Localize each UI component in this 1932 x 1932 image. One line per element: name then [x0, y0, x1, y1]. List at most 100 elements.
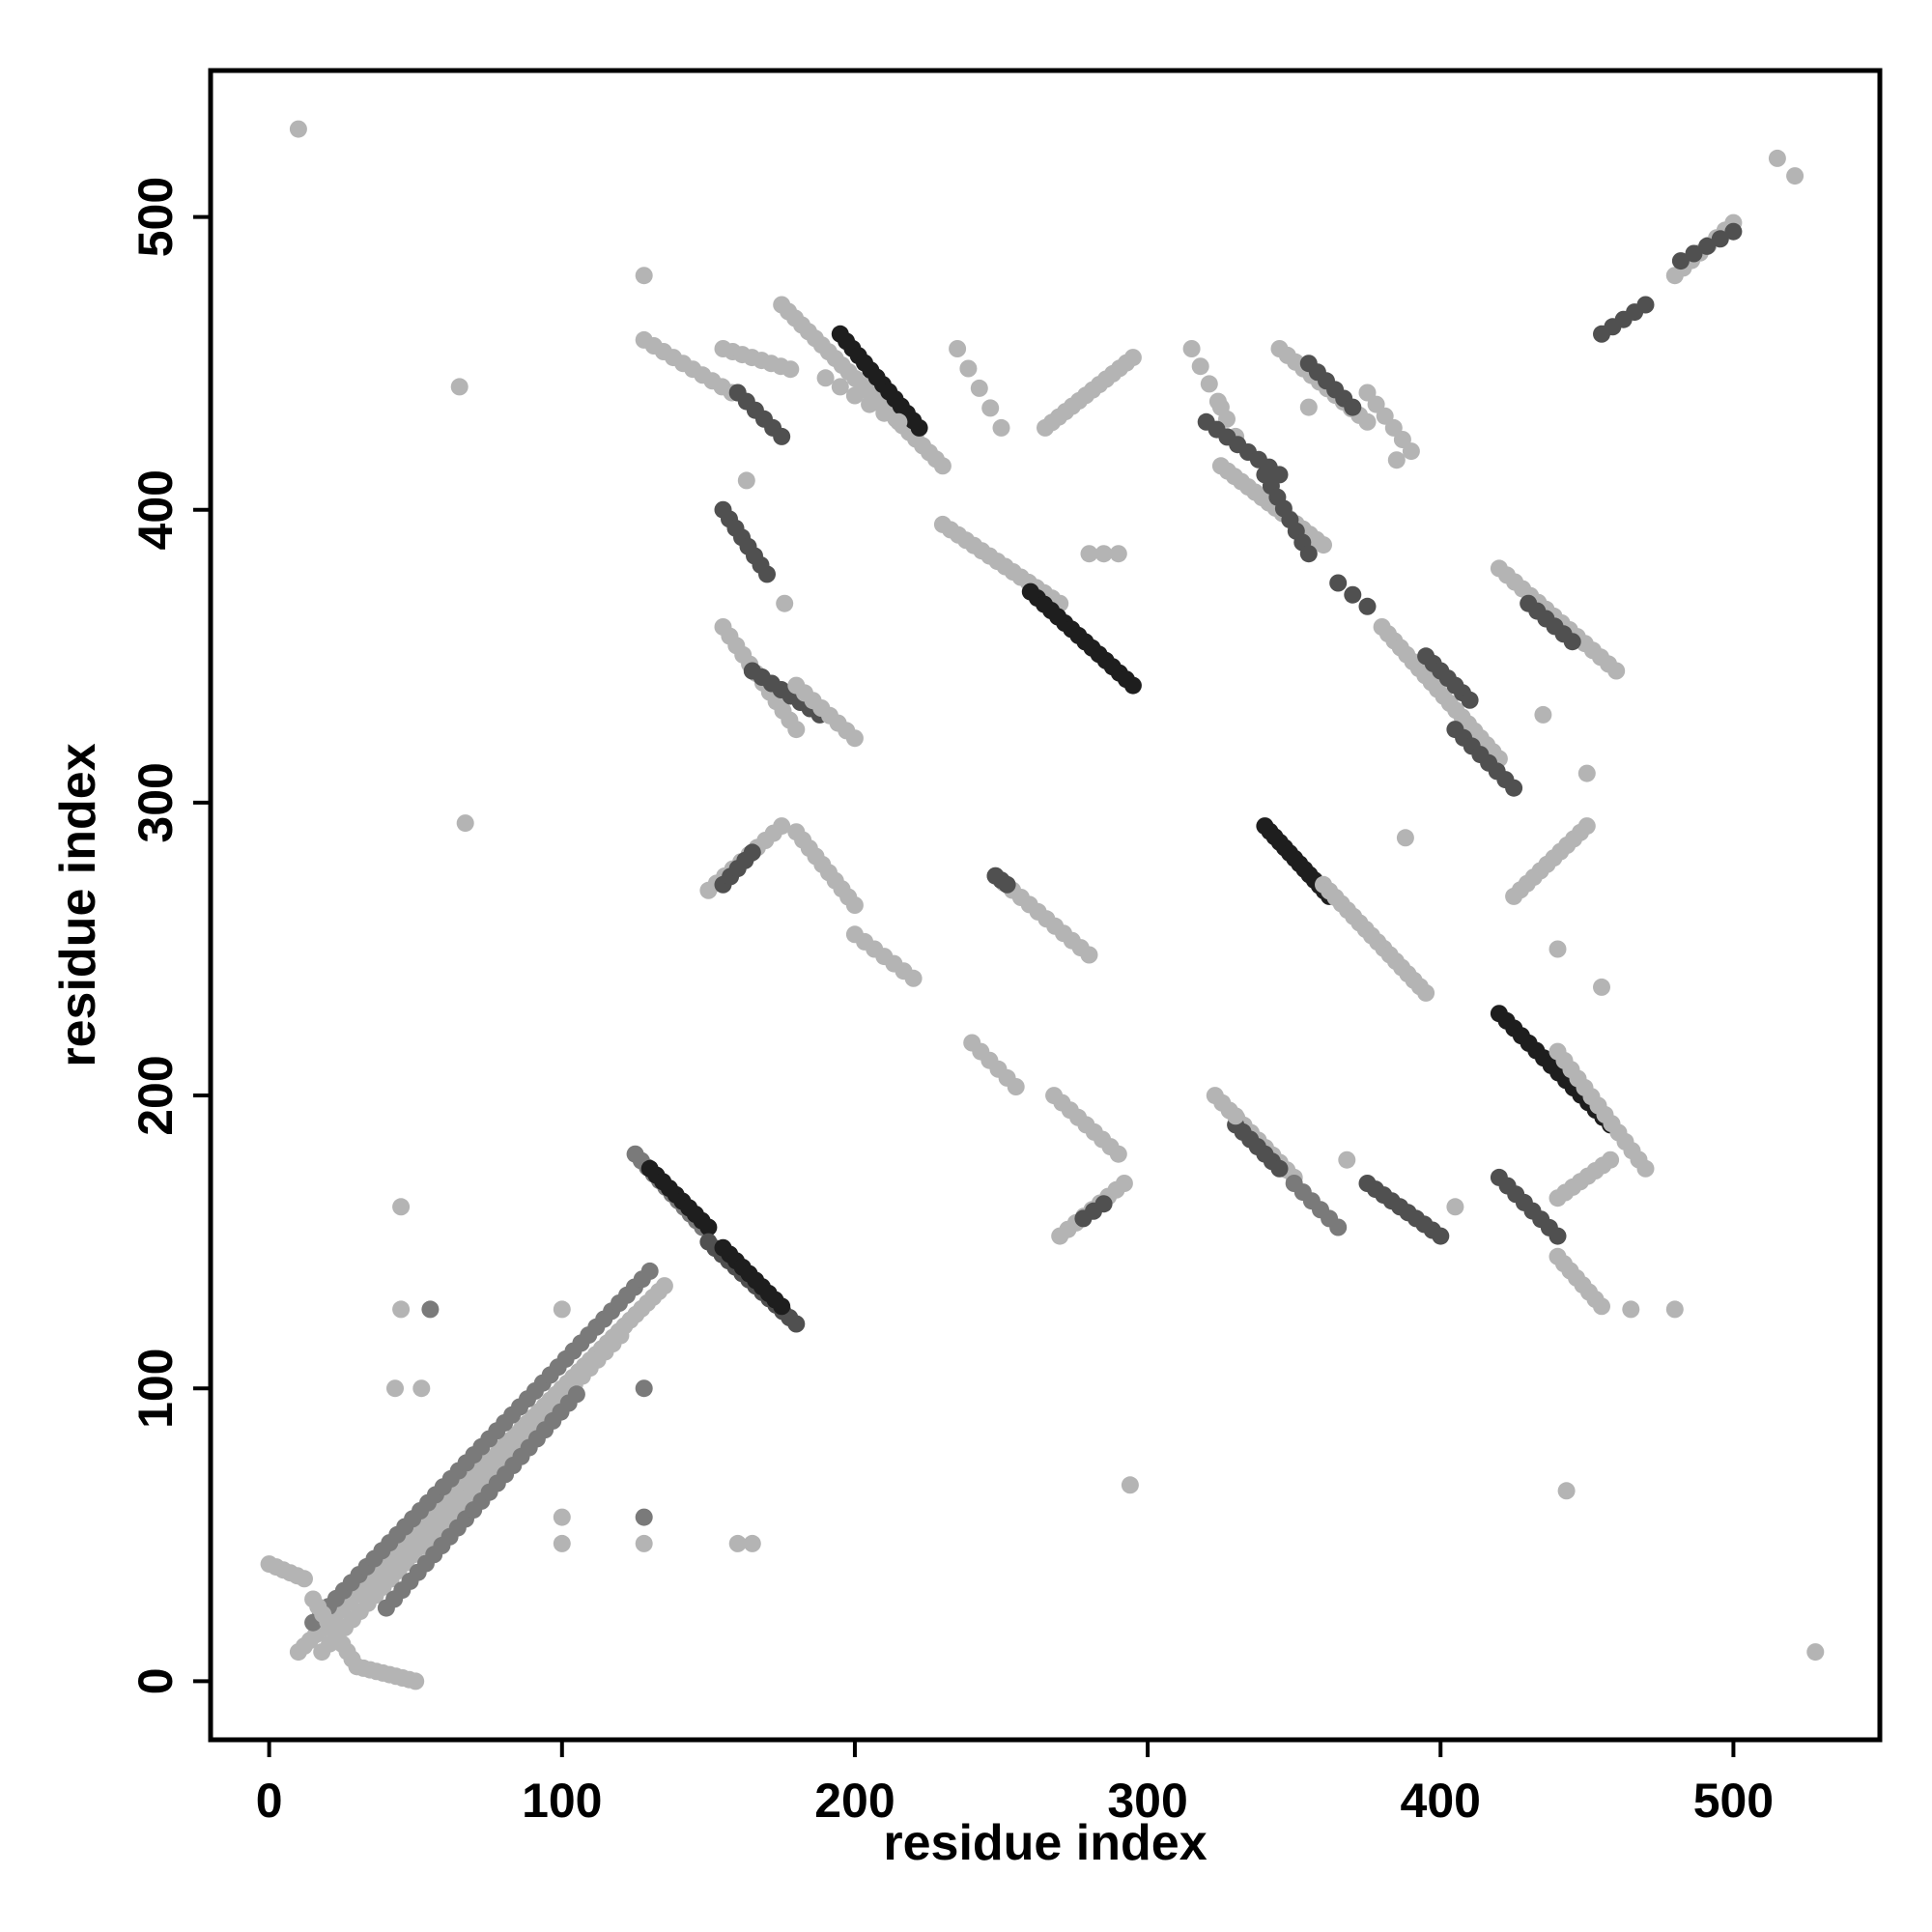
plot-frame — [208, 68, 1883, 1743]
x-tick-label: 500 — [1693, 1774, 1774, 1828]
contact-point — [998, 875, 1016, 894]
contact-point — [1227, 1107, 1245, 1125]
contact-point — [1080, 946, 1098, 964]
contact-point — [776, 594, 794, 612]
contact-point — [1094, 545, 1113, 563]
contact-point — [845, 896, 864, 914]
contact-point — [450, 378, 469, 396]
contact-point — [1636, 296, 1655, 314]
contact-point — [635, 267, 653, 285]
contact-point — [890, 412, 908, 431]
contact-point — [845, 386, 864, 405]
contact-point — [845, 729, 864, 748]
contact-point — [392, 1198, 411, 1216]
contact-point — [1396, 829, 1414, 847]
contact-point — [773, 427, 791, 445]
x-tick-label: 300 — [1107, 1774, 1187, 1828]
contact-point — [1344, 585, 1362, 604]
contact-point — [1299, 545, 1318, 563]
contact-point — [970, 379, 988, 397]
contact-point — [635, 1534, 653, 1552]
contact-point — [1299, 398, 1318, 416]
contact-point — [640, 1262, 659, 1280]
contact-point — [949, 340, 967, 357]
contact-point — [1270, 1159, 1289, 1178]
contact-point — [553, 1300, 571, 1319]
y-tick-label: 0 — [128, 1667, 183, 1694]
contact-point — [1607, 662, 1626, 680]
contact-point — [773, 817, 791, 836]
contact-point — [1094, 1195, 1113, 1213]
contact-point — [1711, 230, 1729, 248]
contact-point — [959, 359, 978, 378]
contact-point — [296, 1570, 313, 1588]
contact-point — [1387, 451, 1406, 469]
contact-point — [861, 395, 879, 413]
contact-point — [1329, 574, 1348, 592]
contact-point — [553, 1534, 571, 1552]
contact-point — [758, 565, 776, 583]
contact-point — [910, 418, 928, 437]
x-tick-label: 100 — [522, 1774, 602, 1828]
contact-point — [1115, 1175, 1133, 1192]
contact-point — [1007, 1078, 1025, 1095]
contact-point — [1358, 412, 1377, 431]
contact-point — [456, 814, 474, 833]
contact-point — [1768, 149, 1786, 167]
contact-point — [1563, 633, 1581, 651]
contact-point — [1724, 222, 1743, 241]
contact-point — [1417, 983, 1435, 1002]
contact-point — [1685, 244, 1703, 263]
contact-point — [611, 1326, 630, 1345]
contact-point — [392, 1300, 411, 1319]
y-tick-label: 200 — [128, 1055, 183, 1135]
contact-point — [1338, 1151, 1356, 1169]
contact-point — [1557, 1482, 1576, 1500]
contact-point — [1665, 1300, 1684, 1319]
contact-point — [1123, 676, 1142, 695]
contact-point — [773, 1297, 791, 1316]
contact-point — [904, 969, 923, 987]
contact-point — [737, 471, 755, 490]
x-axis-title: residue index — [883, 1815, 1207, 1871]
contact-point — [407, 1672, 425, 1690]
contact-point — [1080, 545, 1098, 563]
contact-point — [1315, 536, 1332, 554]
contact-point — [1109, 545, 1127, 563]
contact-point — [781, 360, 800, 379]
contact-point — [1211, 398, 1230, 416]
contact-point — [1786, 167, 1804, 185]
x-tick-label: 400 — [1401, 1774, 1481, 1828]
contact-point — [1636, 1159, 1655, 1178]
contact-point — [1593, 978, 1610, 996]
contact-point — [992, 418, 1010, 437]
contact-point — [1806, 1643, 1825, 1662]
contact-point — [412, 1379, 431, 1398]
contact-point — [1329, 1218, 1348, 1236]
y-axis: 0 100 200 300 400 500 — [128, 177, 211, 1694]
contact-point — [1698, 237, 1717, 255]
contact-point — [787, 1315, 806, 1333]
contact-point — [875, 404, 894, 422]
contact-point — [567, 1385, 585, 1404]
contact-point — [831, 378, 849, 396]
contact-point — [787, 721, 806, 739]
contact-point — [1344, 398, 1362, 416]
contact-point — [816, 369, 835, 387]
contact-point — [1602, 1151, 1620, 1169]
contact-point — [1577, 817, 1596, 836]
contact-point — [1182, 340, 1201, 357]
contact-point — [1358, 597, 1377, 615]
contact-point — [1534, 705, 1552, 724]
contact-point — [1671, 252, 1690, 270]
contact-point — [1109, 1145, 1127, 1163]
x-axis: 0 100 200 300 400 500 — [256, 1740, 1774, 1828]
y-tick-label: 400 — [128, 469, 183, 550]
contact-point — [1191, 357, 1209, 376]
contact-point — [289, 120, 307, 138]
y-axis-title: residue index — [50, 743, 106, 1066]
contact-point — [635, 1508, 653, 1526]
y-tick-label: 100 — [128, 1348, 183, 1428]
contact-point — [1200, 375, 1218, 393]
